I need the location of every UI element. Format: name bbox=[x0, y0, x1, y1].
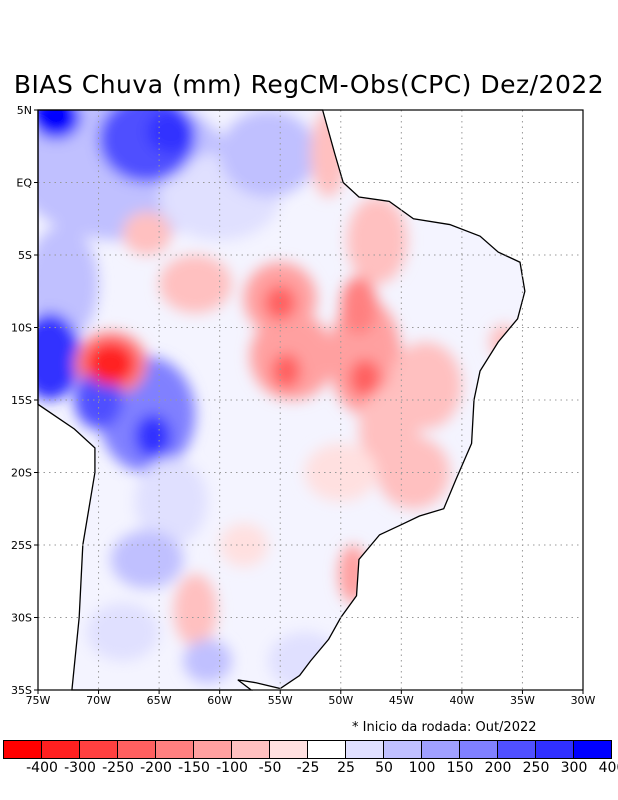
lat-tick-label: 15S bbox=[11, 394, 32, 407]
colorbar-swatch bbox=[574, 741, 611, 758]
colorbar-swatch bbox=[232, 741, 270, 758]
colorbar-swatch bbox=[384, 741, 422, 758]
bias-anomaly-area bbox=[110, 530, 184, 589]
lon-tick-label: 55W bbox=[268, 694, 293, 707]
bias-anomaly-area bbox=[489, 324, 519, 360]
colorbar-swatch bbox=[80, 741, 118, 758]
bias-anomaly-area bbox=[86, 342, 135, 386]
lon-tick-label: 40W bbox=[449, 694, 474, 707]
colorbar-label: 300 bbox=[560, 760, 588, 776]
bias-anomaly-area bbox=[219, 523, 269, 567]
bias-anomaly-area bbox=[147, 110, 196, 154]
bias-anomaly-area bbox=[134, 458, 208, 545]
lon-tick-label: 65W bbox=[147, 694, 172, 707]
colorbar-label: -300 bbox=[64, 760, 96, 776]
bias-anomaly-area bbox=[340, 276, 378, 335]
bias-map: 75W 70W 65W 60W 55W 50W 45W 40W 35W 30W 5N EQ 5S 10S 1… bbox=[11, 104, 596, 707]
lat-tick-label: 5N bbox=[17, 104, 32, 117]
colorbar-label: 50 bbox=[375, 760, 393, 776]
lat-tick-label: 30S bbox=[11, 612, 32, 625]
lon-tick-label: 50W bbox=[328, 694, 353, 707]
lat-tick-label: 35S bbox=[11, 684, 32, 697]
lat-tick-label: 5S bbox=[18, 249, 32, 262]
colorbar-swatch bbox=[194, 741, 232, 758]
bias-anomaly-area bbox=[38, 110, 81, 139]
colorbar-labels: -400 -300 -250 -200 -150 -100 -50 -25 25 50 100 150… bbox=[0, 760, 618, 780]
colorbar-swatch bbox=[42, 741, 80, 758]
lat-tick-label: 20S bbox=[11, 467, 32, 480]
bias-anomaly-area bbox=[219, 110, 317, 197]
bias-anomaly-area bbox=[122, 211, 172, 255]
colorbar-swatch bbox=[346, 741, 384, 758]
lon-tick-label: 35W bbox=[510, 694, 535, 707]
bias-anomaly-area bbox=[268, 632, 341, 690]
colorbar-label: -50 bbox=[258, 760, 282, 776]
colorbar-swatch bbox=[4, 741, 42, 758]
colorbar-label: -400 bbox=[26, 760, 58, 776]
lon-tick-label: 60W bbox=[207, 694, 232, 707]
bias-anomaly-area bbox=[159, 255, 232, 313]
colorbar-label: 150 bbox=[446, 760, 474, 776]
colorbar-label: 100 bbox=[408, 760, 436, 776]
bias-anomaly-area bbox=[346, 197, 408, 284]
lat-tick-label: EQ bbox=[16, 177, 32, 190]
colorbar-label: -100 bbox=[216, 760, 248, 776]
colorbar bbox=[3, 740, 612, 759]
colorbar-label: -200 bbox=[140, 760, 172, 776]
bias-anomaly-area bbox=[173, 574, 218, 647]
run-start-note: * Inicio da rodada: Out/2022 bbox=[352, 720, 537, 735]
colorbar-label: 200 bbox=[484, 760, 512, 776]
map-title: BIAS Chuva (mm) RegCM-Obs(CPC) Dez/2022 bbox=[13, 70, 605, 99]
lon-tick-label: 45W bbox=[389, 694, 414, 707]
lon-tick-label: 75W bbox=[26, 694, 51, 707]
bias-anomaly-area bbox=[38, 313, 81, 400]
bias-anomaly-area bbox=[86, 603, 160, 661]
lon-tick-label: 70W bbox=[86, 694, 111, 707]
lat-tick-label: 10S bbox=[11, 322, 32, 335]
colorbar-label: -150 bbox=[178, 760, 210, 776]
colorbar-swatch bbox=[422, 741, 460, 758]
colorbar-label: -25 bbox=[296, 760, 320, 776]
colorbar-swatch bbox=[156, 741, 194, 758]
bias-anomaly-area bbox=[134, 414, 172, 458]
colorbar-swatch bbox=[270, 741, 308, 758]
bias-anomaly-area bbox=[271, 353, 301, 389]
coastline bbox=[37, 109, 526, 691]
colorbar-label: 250 bbox=[522, 760, 550, 776]
colorbar-label: 400 bbox=[598, 760, 618, 776]
colorbar-swatch bbox=[536, 741, 574, 758]
colorbar-swatch bbox=[118, 741, 156, 758]
colorbar-swatch bbox=[308, 741, 346, 758]
colorbar-swatch bbox=[498, 741, 536, 758]
colorbar-label: -250 bbox=[102, 760, 134, 776]
bias-anomaly-area bbox=[310, 110, 347, 197]
colorbar-label: 25 bbox=[337, 760, 355, 776]
lat-tick-label: 25S bbox=[11, 539, 32, 552]
colorbar-swatch bbox=[460, 741, 498, 758]
bias-anomaly-area bbox=[183, 639, 232, 683]
bias-anomaly-area bbox=[349, 359, 381, 398]
lon-tick-label: 30W bbox=[571, 694, 596, 707]
